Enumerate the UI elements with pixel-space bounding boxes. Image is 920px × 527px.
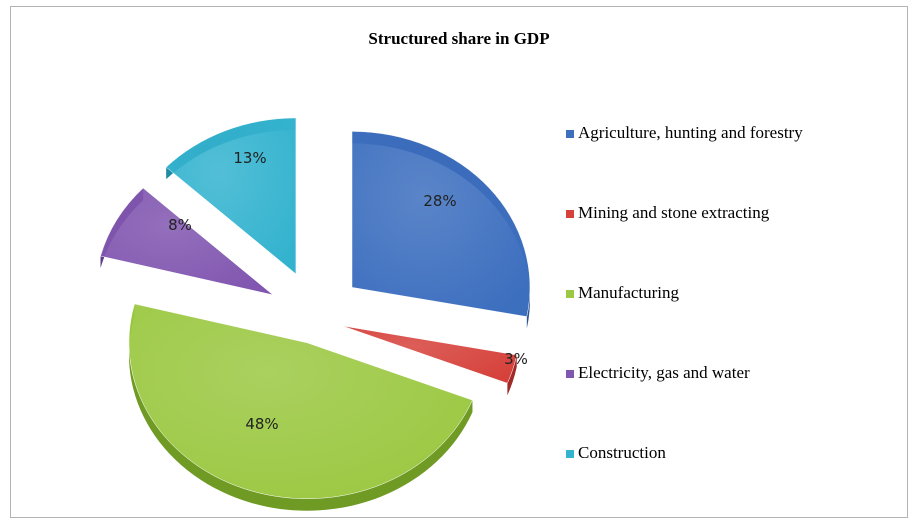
legend-label-construction: Construction (578, 443, 666, 462)
chart-title: Structured share in GDP (368, 29, 550, 48)
legend-swatch-electricity (566, 370, 574, 378)
legend-label-electricity: Electricity, gas and water (578, 363, 750, 382)
legend-swatch-agriculture (566, 130, 574, 138)
legend-label-manufacturing: Manufacturing (578, 283, 680, 302)
legend-swatch-construction (566, 450, 574, 458)
pie-slice (165, 117, 297, 275)
legend-label-mining: Mining and stone extracting (578, 203, 770, 222)
data-label: 3% (504, 350, 528, 368)
pie-slice (341, 325, 518, 384)
pie-slice (351, 131, 531, 317)
pie-slice (128, 303, 473, 499)
data-label: 48% (245, 415, 278, 433)
pie-slice (100, 187, 274, 296)
legend-label-agriculture: Agriculture, hunting and forestry (578, 123, 803, 142)
data-label: 13% (233, 149, 266, 167)
legend-swatch-mining (566, 210, 574, 218)
data-label: 8% (168, 216, 192, 234)
legend-swatch-manufacturing (566, 290, 574, 298)
data-label: 28% (423, 192, 456, 210)
